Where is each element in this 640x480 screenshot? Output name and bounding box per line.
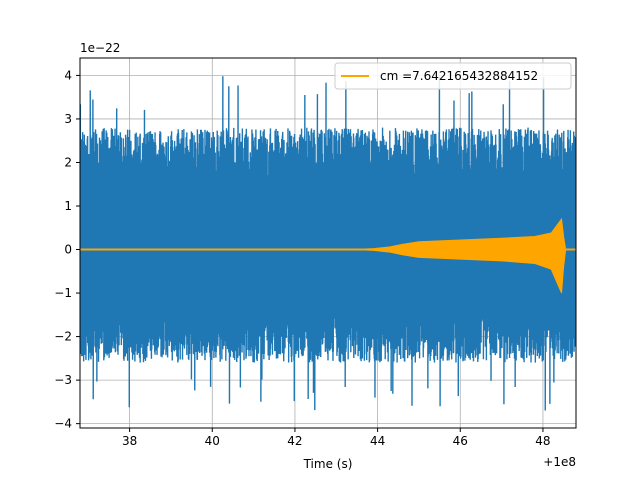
legend-box bbox=[334, 62, 572, 90]
template-envelope bbox=[80, 217, 576, 294]
y-tick-label: −3 bbox=[54, 373, 72, 387]
legend: cm =7.642165432884152 bbox=[334, 62, 572, 90]
x-tick-label: 48 bbox=[535, 434, 550, 448]
y-tick-label: 2 bbox=[64, 155, 72, 169]
x-tick-label: 46 bbox=[453, 434, 468, 448]
y-axis-scale-label: 1e−22 bbox=[80, 41, 120, 55]
x-axis-label: Time (s) bbox=[303, 457, 353, 471]
strain-line bbox=[80, 76, 576, 411]
y-tick-label: 3 bbox=[64, 112, 72, 126]
series-template bbox=[80, 217, 576, 294]
plot-frame bbox=[79, 57, 577, 429]
x-tick-label: 40 bbox=[205, 434, 220, 448]
y-tick-label: −4 bbox=[54, 417, 72, 431]
y-tick-label: −1 bbox=[54, 286, 72, 300]
y-axis: −4 −3 −2 −1 0 1 2 3 4 bbox=[54, 68, 80, 431]
legend-label-template: cm =7.642165432884152 bbox=[380, 69, 538, 83]
y-tick-label: 4 bbox=[64, 68, 72, 82]
x-tick-label: 44 bbox=[370, 434, 385, 448]
x-axis: 38 40 42 44 46 48 bbox=[122, 428, 551, 448]
y-tick-label: 0 bbox=[64, 243, 72, 257]
x-tick-label: 42 bbox=[287, 434, 302, 448]
x-tick-label: 38 bbox=[122, 434, 137, 448]
series-strain bbox=[80, 76, 576, 411]
y-tick-label: 1 bbox=[64, 199, 72, 213]
y-tick-label: −2 bbox=[54, 330, 72, 344]
x-axis-offset-label: +1e8 bbox=[543, 455, 576, 469]
